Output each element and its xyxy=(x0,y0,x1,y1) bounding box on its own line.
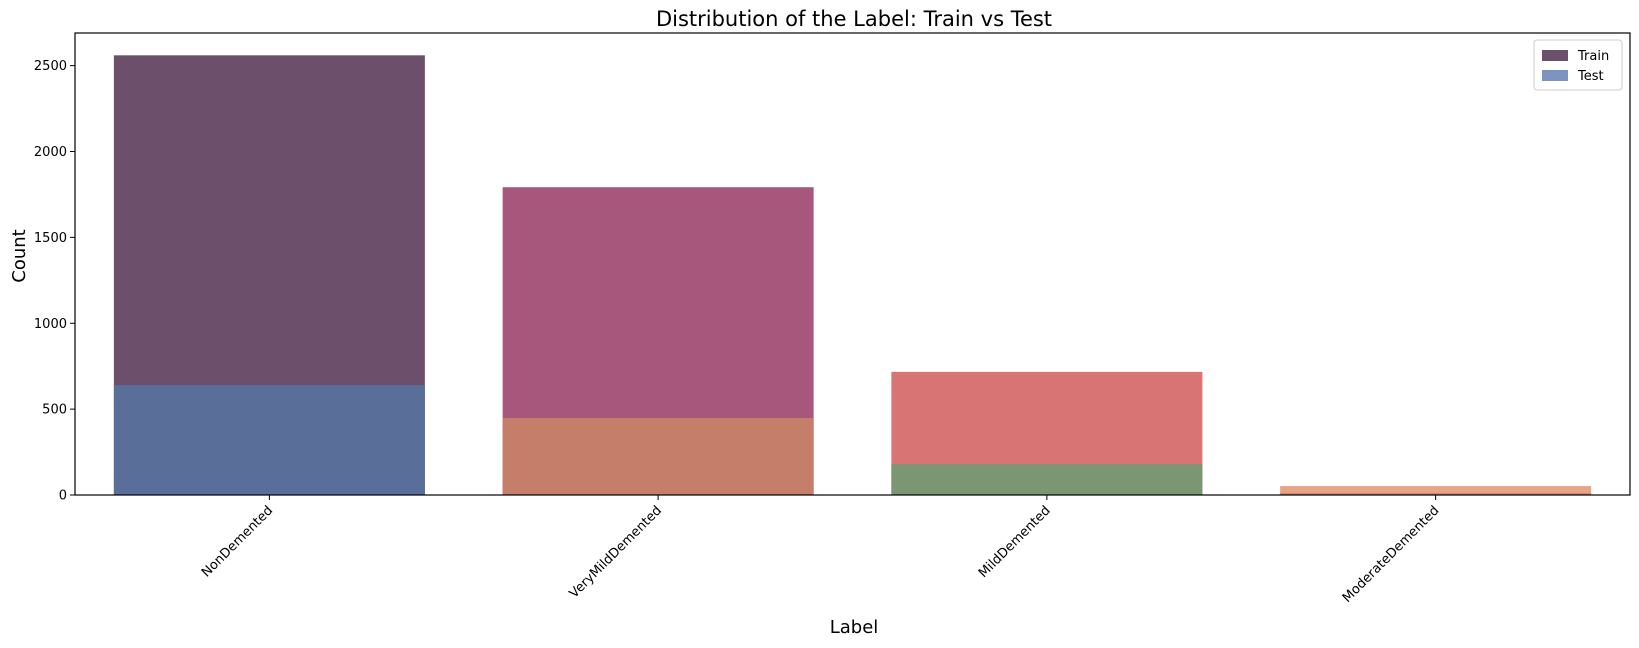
legend-label-train: Train xyxy=(1577,49,1609,64)
bar-train-moderatedemented xyxy=(1280,486,1592,495)
bar-test-milddemented xyxy=(891,464,1203,495)
bar-test-nondemented xyxy=(113,385,425,495)
legend-swatch-test xyxy=(1542,70,1568,81)
x-tick-label: NonDemented xyxy=(199,503,276,580)
y-tick-label: 2500 xyxy=(34,59,67,74)
bar-test-verymilddemented xyxy=(502,418,814,495)
chart-title: Distribution of the Label: Train vs Test xyxy=(656,7,1052,31)
legend-swatch-train xyxy=(1542,50,1568,61)
x-tick-label: MildDemented xyxy=(976,503,1054,581)
y-tick-label: 1500 xyxy=(34,231,67,246)
legend: Train Test xyxy=(1533,39,1623,91)
x-axis-label: Label xyxy=(830,617,879,638)
y-tick-label: 500 xyxy=(42,403,67,418)
plot-frame xyxy=(74,32,1631,496)
y-axis-label: Count xyxy=(9,229,30,282)
bars-group xyxy=(113,55,1592,495)
y-tick-label: 2000 xyxy=(34,145,67,160)
y-tick-label: 0 xyxy=(59,489,67,504)
x-tick-label: ModerateDemented xyxy=(1340,503,1443,606)
y-tick-label: 1000 xyxy=(34,317,67,332)
x-tick-label: VeryMildDemented xyxy=(567,503,665,601)
bar-test-moderatedemented xyxy=(1280,492,1592,495)
legend-label-test: Test xyxy=(1577,69,1604,84)
